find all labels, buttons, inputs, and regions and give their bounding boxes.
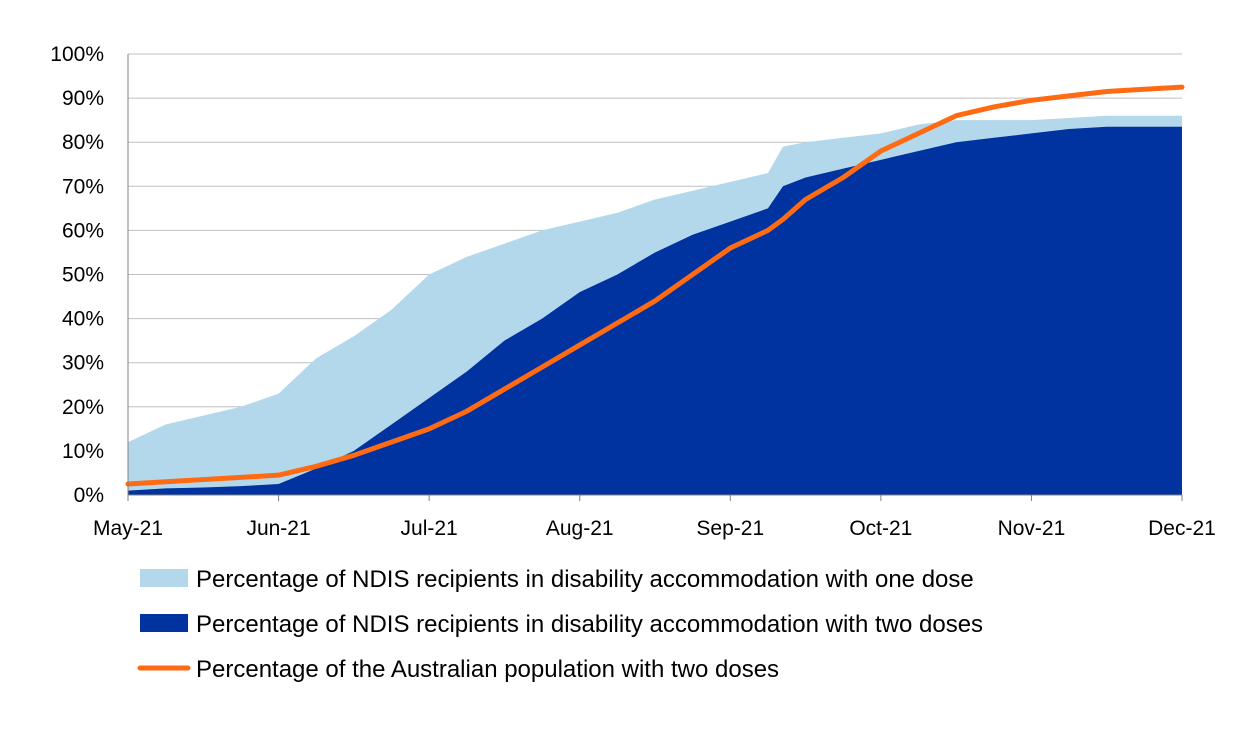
line-series <box>125 84 1185 487</box>
x-tick-label: Jun-21 <box>246 517 310 540</box>
legend-label: Percentage of NDIS recipients in disabil… <box>196 566 974 593</box>
y-tick-label: 90% <box>62 87 104 110</box>
y-tick-label: 60% <box>62 219 104 242</box>
y-axis-ticks: 0% 10% 20% 30% 40% 50% 60% 70% 80% 90% 100% <box>50 43 104 507</box>
y-tick-label: 100% <box>50 43 104 66</box>
y-tick-label: 50% <box>62 264 104 287</box>
x-tick-label: May-21 <box>93 517 163 540</box>
x-tick-label: Nov-21 <box>998 517 1066 540</box>
area-series <box>128 115 1182 496</box>
x-tick-label: Dec-21 <box>1148 517 1216 540</box>
y-tick-label: 20% <box>62 396 104 419</box>
two-dose-area <box>128 126 1182 495</box>
legend-label: Percentage of the Australian population … <box>196 656 779 683</box>
axes <box>127 54 1183 501</box>
x-tick-label: Jul-21 <box>401 517 458 540</box>
legend: Percentage of NDIS recipients in disabil… <box>137 566 983 683</box>
x-axis-ticks: May-21 Jun-21 Jul-21 Aug-21 Sep-21 Oct-21 Nov-… <box>93 517 1216 540</box>
population-two-dose-line <box>125 84 1185 487</box>
y-tick-label: 0% <box>74 484 104 507</box>
x-tick-label: Sep-21 <box>696 517 764 540</box>
y-tick-label: 40% <box>62 308 104 331</box>
y-tick-label: 30% <box>62 352 104 375</box>
y-tick-label: 10% <box>62 440 104 463</box>
legend-swatch-two-dose <box>140 614 188 632</box>
legend-label: Percentage of NDIS recipients in disabil… <box>196 611 983 638</box>
x-tick-label: Aug-21 <box>546 517 614 540</box>
y-tick-label: 80% <box>62 131 104 154</box>
legend-swatch-one-dose <box>140 569 188 587</box>
x-tick-label: Oct-21 <box>849 517 912 540</box>
y-tick-label: 70% <box>62 175 104 198</box>
